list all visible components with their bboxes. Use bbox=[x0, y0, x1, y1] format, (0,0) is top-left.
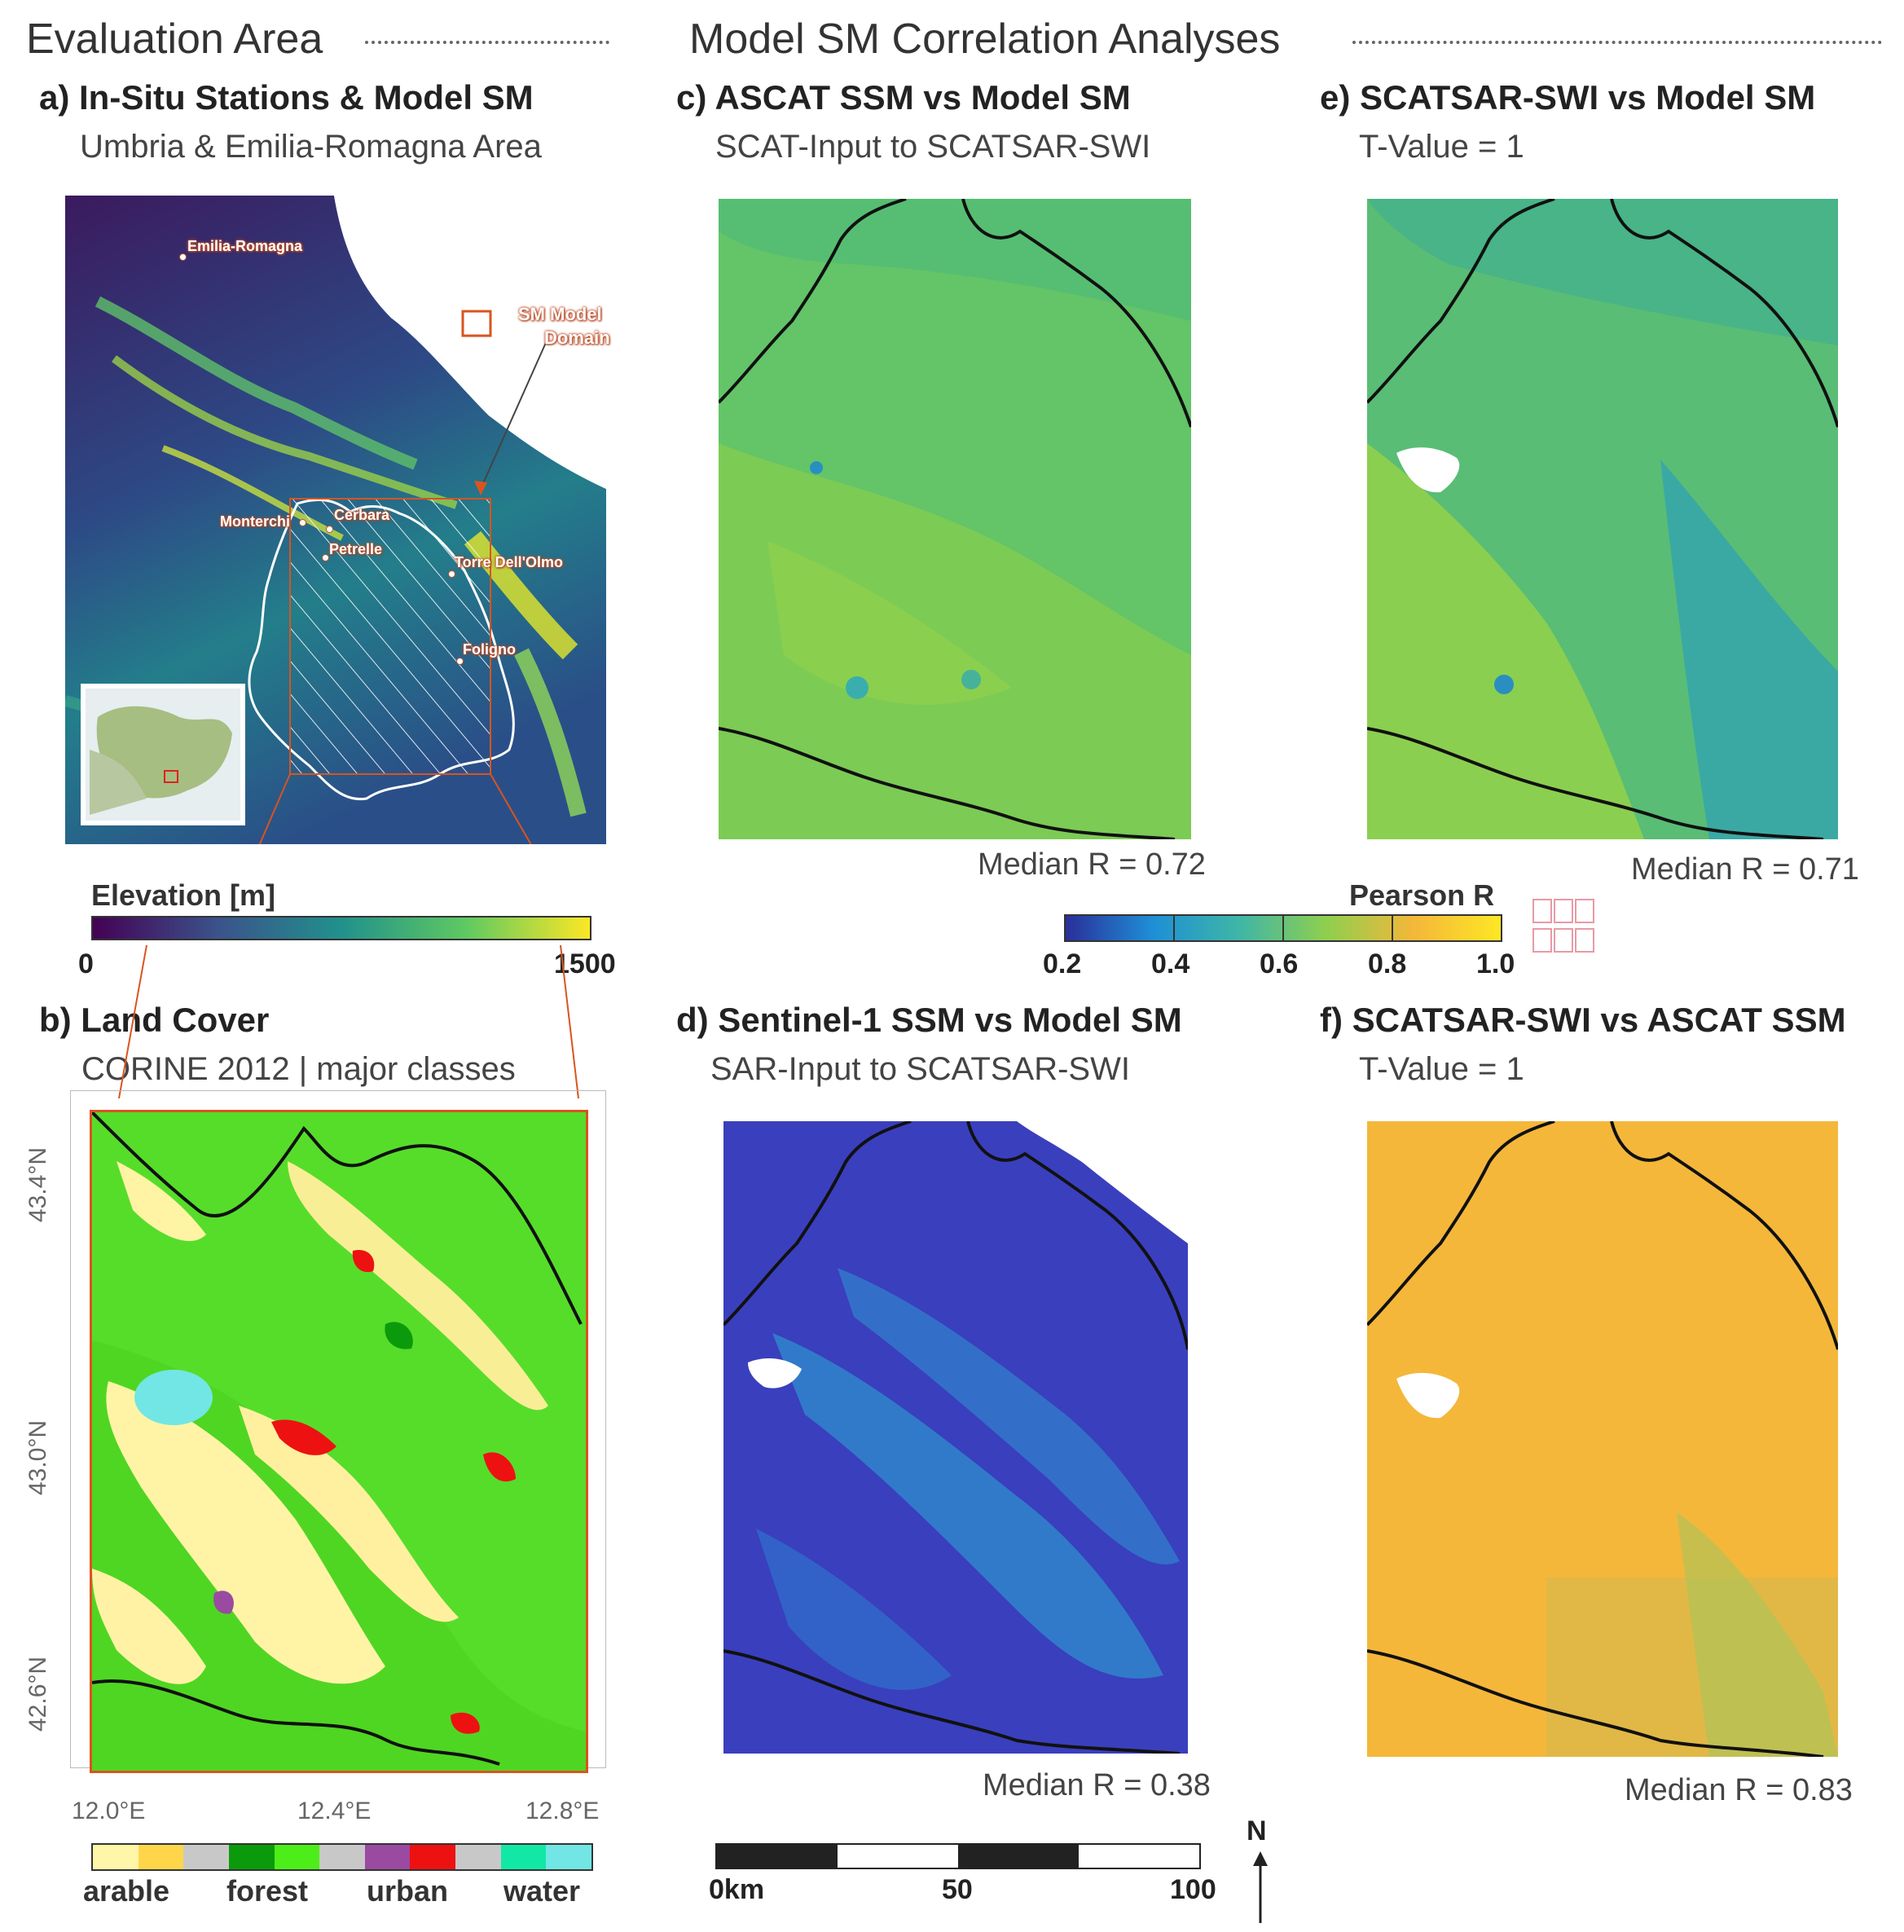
map-e-graphic bbox=[1367, 199, 1838, 839]
section-title-evaluation-area: Evaluation Area bbox=[26, 15, 323, 63]
legend-label-arable: arable bbox=[83, 1874, 170, 1908]
panel-d-title: d) Sentinel-1 SSM vs Model SM bbox=[676, 1001, 1182, 1039]
elevation-colorbar bbox=[91, 916, 591, 940]
scalebar-segment-dark bbox=[958, 1845, 1079, 1868]
panel-b-title: b) Land Cover bbox=[39, 1001, 270, 1039]
legend-spacer bbox=[319, 1845, 365, 1869]
legend-swatch-arable-dark bbox=[138, 1845, 184, 1869]
median-r-panel-e: Median R = 0.71 bbox=[1631, 852, 1859, 887]
pearson-tick-0-6: 0.6 bbox=[1260, 948, 1299, 979]
land-cover-legend-bar bbox=[91, 1843, 593, 1871]
north-arrow-icon bbox=[1253, 1851, 1268, 1923]
lon-tick-12-4: 12.4°E bbox=[297, 1798, 372, 1824]
station-label-cerbara: Cerbara bbox=[334, 507, 390, 523]
panel-d-subtitle: SAR-Input to SCATSAR-SWI bbox=[710, 1051, 1130, 1087]
lon-tick-12-0: 12.0°E bbox=[72, 1798, 146, 1824]
colorbar-connector-lines bbox=[118, 944, 579, 1099]
panel-a-title: a) In-Situ Stations & Model SM bbox=[39, 78, 534, 117]
map-c-graphic bbox=[719, 199, 1191, 839]
decorative-glyph-icon bbox=[1532, 899, 1594, 953]
elevation-tick-min: 0 bbox=[78, 948, 94, 979]
legend-label-forest: forest bbox=[226, 1874, 309, 1908]
pearson-tick-1-0: 1.0 bbox=[1476, 948, 1515, 979]
station-label-petrelle: Petrelle bbox=[329, 541, 383, 557]
legend-swatch-urban-red bbox=[410, 1845, 456, 1869]
scalebar-segment-light bbox=[1079, 1845, 1199, 1868]
station-marker-cerbara bbox=[326, 526, 333, 533]
scalebar-segment-dark bbox=[717, 1845, 838, 1868]
station-marker-foligno bbox=[456, 658, 464, 665]
median-r-panel-f: Median R = 0.83 bbox=[1625, 1773, 1853, 1807]
elevation-map-graphic bbox=[65, 196, 606, 844]
panel-c-subtitle: SCAT-Input to SCATSAR-SWI bbox=[715, 129, 1151, 165]
pearson-tick-0-4: 0.4 bbox=[1151, 948, 1190, 979]
domain-label-line1: SM Model bbox=[518, 304, 602, 324]
panel-e-title: e) SCATSAR-SWI vs Model SM bbox=[1320, 78, 1816, 117]
map-panel-e bbox=[1367, 199, 1838, 839]
land-cover-map bbox=[90, 1110, 588, 1773]
scalebar-segment-light bbox=[838, 1845, 958, 1868]
map-panel-c bbox=[719, 199, 1191, 839]
legend-swatch-urban-purple bbox=[364, 1845, 411, 1869]
panel-b-subtitle: CORINE 2012 | major classes bbox=[81, 1051, 516, 1087]
scalebar bbox=[715, 1843, 1201, 1869]
section-divider-right bbox=[1352, 41, 1882, 44]
panel-a-subtitle: Umbria & Emilia-Romagna Area bbox=[80, 129, 542, 165]
legend-spacer bbox=[455, 1845, 501, 1869]
station-marker-monterchi bbox=[299, 519, 306, 526]
panel-c-title: c) ASCAT SSM vs Model SM bbox=[676, 78, 1131, 117]
lon-tick-12-8: 12.8°E bbox=[525, 1798, 600, 1824]
station-marker-emilia-romagna bbox=[179, 253, 187, 261]
scalebar-label-100: 100 bbox=[1170, 1874, 1216, 1905]
lat-tick-43-4: 43.4°N bbox=[24, 1146, 51, 1222]
station-label-foligno: Foligno bbox=[463, 641, 516, 658]
pearson-colorbar-title: Pearson R bbox=[1349, 878, 1495, 912]
map-d-graphic bbox=[723, 1121, 1188, 1754]
scalebar-label-50: 50 bbox=[942, 1874, 973, 1905]
legend-swatch-water-cyan bbox=[546, 1845, 592, 1869]
legend-swatch-forest-light bbox=[274, 1845, 320, 1869]
panel-f-title: f) SCATSAR-SWI vs ASCAT SSM bbox=[1320, 1001, 1846, 1039]
legend-spacer bbox=[183, 1845, 229, 1869]
domain-label-line2: Domain bbox=[544, 328, 610, 348]
legend-swatch-forest-dark bbox=[228, 1845, 275, 1869]
elevation-colorbar-title: Elevation [m] bbox=[91, 878, 276, 912]
scalebar-label-0: 0km bbox=[709, 1874, 765, 1905]
legend-label-water: water bbox=[503, 1874, 581, 1908]
panel-e-subtitle: T-Value = 1 bbox=[1359, 129, 1524, 165]
north-arrow-label: N bbox=[1247, 1815, 1267, 1846]
median-r-panel-d: Median R = 0.38 bbox=[983, 1768, 1211, 1802]
legend-swatch-arable-light bbox=[93, 1845, 139, 1869]
panel-f-subtitle: T-Value = 1 bbox=[1359, 1051, 1524, 1087]
lat-tick-43-0: 43.0°N bbox=[24, 1419, 51, 1495]
map-panel-d bbox=[723, 1121, 1188, 1754]
pearson-tick-0-2: 0.2 bbox=[1043, 948, 1082, 979]
median-r-panel-c: Median R = 0.72 bbox=[978, 847, 1206, 882]
map-panel-f bbox=[1367, 1121, 1838, 1757]
lat-tick-42-6: 42.6°N bbox=[24, 1656, 51, 1732]
section-title-correlation: Model SM Correlation Analyses bbox=[689, 15, 1281, 63]
legend-swatch-water-green bbox=[500, 1845, 547, 1869]
pearson-colorbar-ticks bbox=[1064, 916, 1502, 940]
elevation-map: Emilia-Romagna Monterchi Cerbara Petrell… bbox=[65, 196, 610, 844]
station-label-torre-dellolmo: Torre Dell'Olmo bbox=[455, 554, 563, 570]
land-cover-graphic bbox=[92, 1112, 586, 1771]
station-marker-petrelle bbox=[322, 554, 329, 561]
section-divider-left bbox=[365, 41, 609, 44]
pearson-tick-0-8: 0.8 bbox=[1368, 948, 1407, 979]
station-marker-torre-dellolmo bbox=[448, 570, 455, 578]
map-f-graphic bbox=[1367, 1121, 1838, 1757]
legend-label-urban: urban bbox=[367, 1874, 449, 1908]
station-label-emilia-romagna: Emilia-Romagna bbox=[187, 238, 303, 254]
station-label-monterchi: Monterchi bbox=[220, 513, 291, 530]
